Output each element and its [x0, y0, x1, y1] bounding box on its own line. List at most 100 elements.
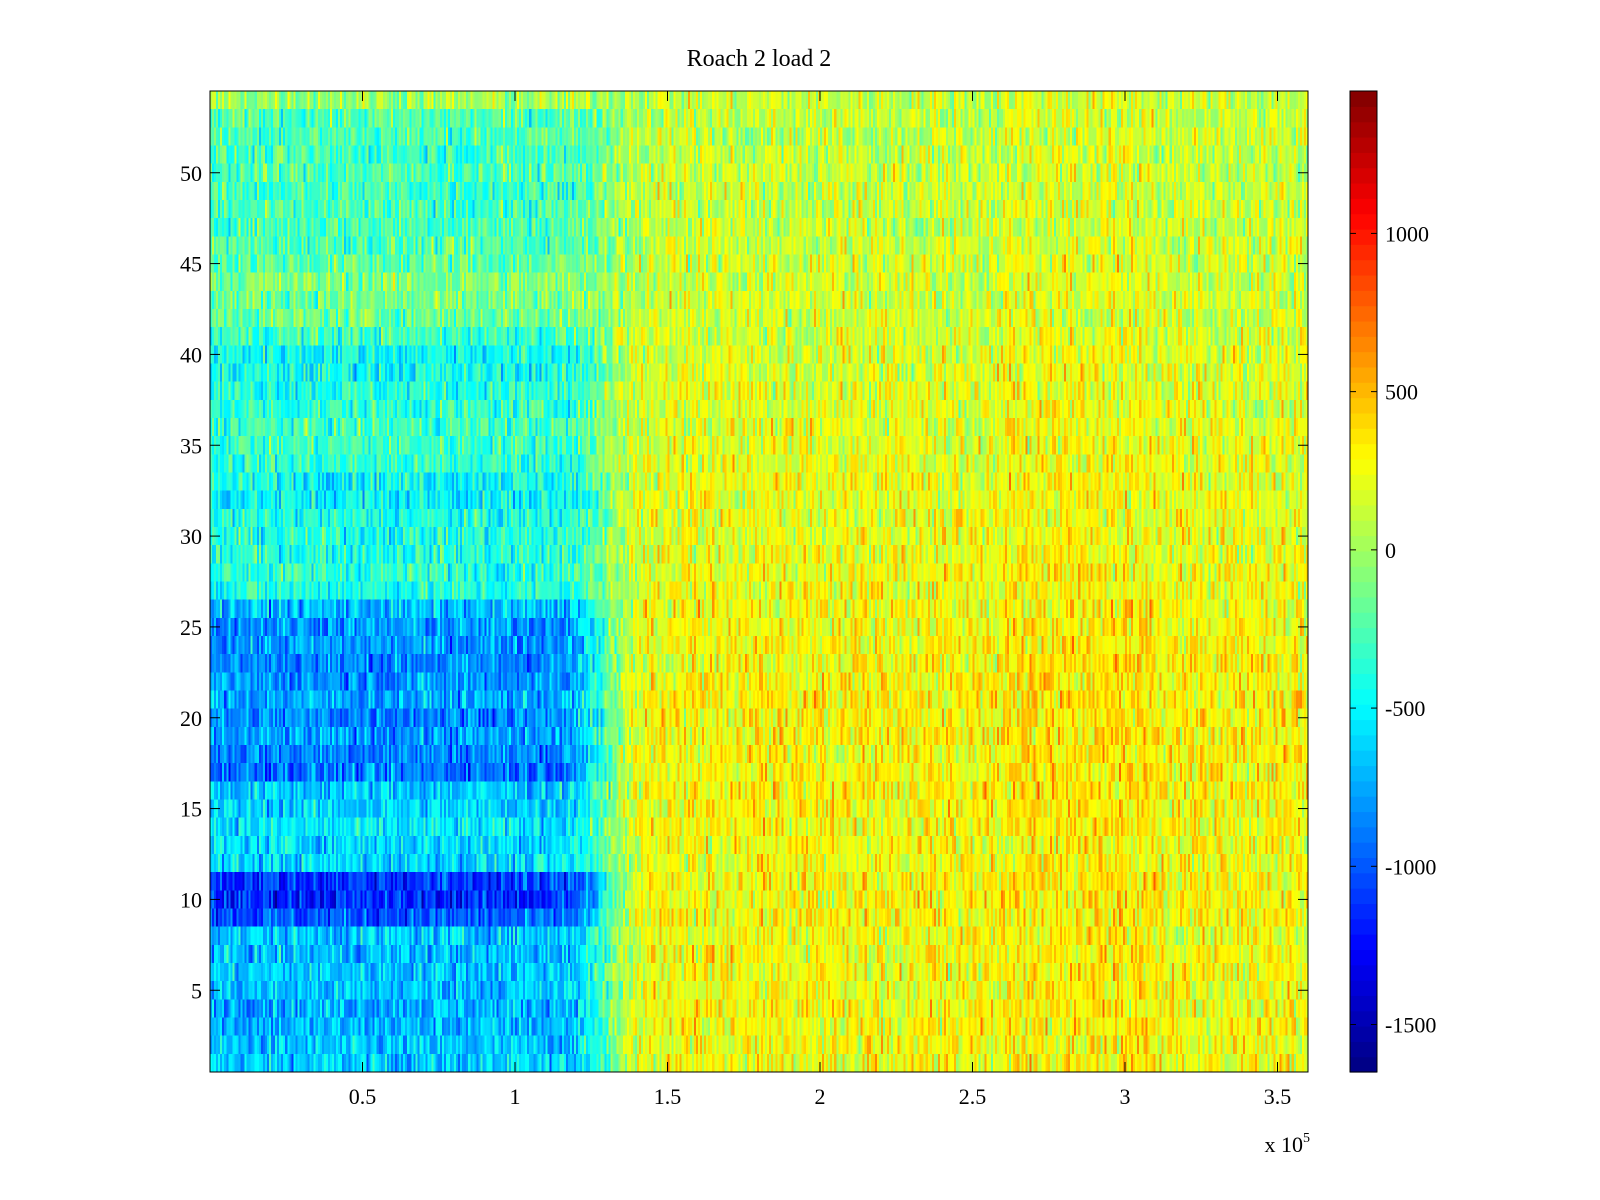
colorbar-box — [1349, 90, 1378, 1073]
y-tick-label: 20 — [180, 706, 202, 731]
x-tick-label: 0.5 — [349, 1084, 377, 1109]
colorbar-segment — [1350, 872, 1377, 889]
colorbar-segment — [1350, 336, 1377, 353]
colorbar-segment — [1350, 182, 1377, 199]
colorbar-segment — [1350, 658, 1377, 675]
colorbar-segment — [1350, 305, 1377, 322]
colorbar-tick-label: -1000 — [1385, 854, 1436, 879]
colorbar-segment — [1350, 428, 1377, 445]
colorbar-tick-label: -500 — [1385, 696, 1425, 721]
colorbar-segment — [1350, 274, 1377, 291]
colorbar-segment — [1350, 366, 1377, 383]
x-exponent-power: 5 — [1303, 1131, 1310, 1146]
x-axis-ticks: 0.5 1 1.5 2 2.5 3 3.5 — [349, 91, 1292, 1109]
colorbar-segment — [1350, 918, 1377, 935]
colorbar-segment — [1350, 596, 1377, 613]
colorbar-tick-label: 1000 — [1385, 221, 1429, 246]
colorbar-segment — [1350, 719, 1377, 736]
y-tick-label: 40 — [180, 342, 202, 367]
colorbar-segment — [1350, 888, 1377, 904]
colorbar-segment — [1350, 857, 1377, 874]
colorbar-segment — [1350, 688, 1377, 705]
colorbar-segment — [1350, 673, 1377, 690]
colorbar-segment — [1350, 290, 1377, 307]
colorbar-segment — [1350, 1041, 1377, 1058]
colorbar-tick-label: 0 — [1385, 538, 1396, 563]
colorbar-segment — [1350, 167, 1377, 184]
y-tick-label: 5 — [191, 978, 202, 1003]
colorbar-segment — [1350, 91, 1377, 107]
colorbar-segment — [1350, 796, 1377, 813]
colorbar-segment — [1350, 980, 1377, 996]
colorbar-segment — [1350, 704, 1377, 721]
x-tick-label: 3 — [1120, 1084, 1131, 1109]
colorbar-segment — [1350, 1010, 1377, 1027]
colorbar-segment — [1350, 121, 1377, 138]
colorbar — [1350, 91, 1377, 1073]
heatmap-cells — [210, 91, 1308, 1072]
colorbar-segment — [1350, 612, 1377, 629]
colorbar-segment — [1350, 198, 1377, 215]
colorbar-segment — [1350, 136, 1377, 153]
colorbar-segment — [1350, 995, 1377, 1012]
colorbar-segment — [1350, 734, 1377, 751]
x-tick-label: 1 — [510, 1084, 521, 1109]
colorbar-segment — [1350, 504, 1377, 521]
heatmap-image — [210, 91, 1308, 1072]
colorbar-segment — [1350, 811, 1377, 828]
colorbar-segment — [1350, 458, 1377, 475]
colorbar-segment — [1350, 750, 1377, 767]
colorbar-segment — [1350, 1026, 1377, 1042]
colorbar-segment — [1350, 842, 1377, 859]
colorbar-segment — [1350, 351, 1377, 368]
colorbar-segment — [1350, 474, 1377, 491]
colorbar-segment — [1350, 106, 1377, 123]
colorbar-segment — [1350, 228, 1377, 245]
colorbar-segment — [1350, 443, 1377, 460]
x-exponent-base: x 10 — [1265, 1132, 1304, 1157]
colorbar-segment — [1350, 903, 1377, 920]
y-tick-label: 50 — [180, 161, 202, 186]
colorbar-segment — [1350, 213, 1377, 230]
y-tick-label: 10 — [180, 887, 202, 912]
y-tick-label: 25 — [180, 615, 202, 640]
axes-box — [209, 90, 1309, 1073]
colorbar-segment — [1350, 566, 1377, 583]
colorbar-segment — [1350, 259, 1377, 276]
y-tick-label: 15 — [180, 797, 202, 822]
colorbar-segment — [1350, 520, 1377, 537]
chart-title: Roach 2 load 2 — [687, 46, 832, 72]
colorbar-segment — [1350, 1056, 1377, 1073]
y-tick-label: 35 — [180, 433, 202, 458]
colorbar-segment — [1350, 627, 1377, 644]
colorbar-segment — [1350, 581, 1377, 598]
colorbar-segment — [1350, 152, 1377, 169]
colorbar-ticks: -1500 -1000 -500 0 500 1000 — [1350, 221, 1436, 1038]
colorbar-segment — [1350, 320, 1377, 337]
colorbar-segment — [1350, 412, 1377, 429]
colorbar-segment — [1350, 489, 1377, 506]
colorbar-segment — [1350, 244, 1377, 261]
x-exponent-label: x 105 — [1265, 1131, 1311, 1157]
x-tick-label: 1.5 — [654, 1084, 682, 1109]
colorbar-segment — [1350, 642, 1377, 659]
x-tick-label: 3.5 — [1264, 1084, 1292, 1109]
colorbar-segment — [1350, 964, 1377, 981]
colorbar-segment — [1350, 382, 1377, 399]
colorbar-segment — [1350, 765, 1377, 782]
colorbar-segment — [1350, 949, 1377, 966]
y-tick-label: 45 — [180, 252, 202, 277]
x-tick-label: 2.5 — [959, 1084, 987, 1109]
y-axis-ticks: 5 10 15 20 25 30 35 40 45 50 — [180, 161, 1308, 1003]
colorbar-tick-label: 500 — [1385, 380, 1418, 405]
colorbar-segment — [1350, 780, 1377, 797]
colorbar-segment — [1350, 535, 1377, 552]
colorbar-segment — [1350, 934, 1377, 950]
x-tick-label: 2 — [815, 1084, 826, 1109]
colorbar-tick-label: -1500 — [1385, 1013, 1436, 1038]
colorbar-segment — [1350, 550, 1377, 567]
colorbar-segment — [1350, 397, 1377, 414]
colorbar-segment — [1350, 826, 1377, 843]
y-tick-label: 30 — [180, 524, 202, 549]
